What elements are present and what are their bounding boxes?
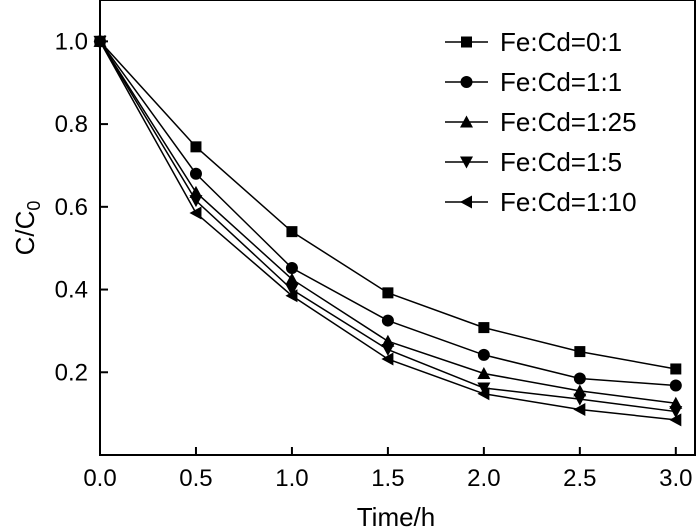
legend-item: Fe:Cd=1:1 [445, 67, 622, 97]
series-1 [94, 35, 682, 375]
data-point [286, 226, 298, 238]
legend-item: Fe:Cd=1:25 [445, 107, 637, 137]
legend-item: Fe:Cd=0:1 [445, 27, 622, 57]
data-point [573, 384, 587, 397]
data-point [285, 272, 299, 285]
data-point [189, 167, 202, 180]
y-tick-label: 0.2 [55, 359, 88, 386]
legend-item: Fe:Cd=1:5 [445, 147, 622, 177]
x-tick-label: 1.0 [275, 465, 308, 492]
data-point [381, 314, 394, 327]
series-line [99, 40, 676, 421]
x-axis-label: Time/h [357, 502, 436, 531]
y-axis-label-subscript: 0 [24, 201, 44, 211]
legend-label: Fe:Cd=1:25 [500, 107, 637, 137]
data-point [190, 141, 202, 153]
x-tick-label: 1.5 [371, 465, 404, 492]
data-point [670, 363, 682, 375]
plot-frame [99, 0, 696, 456]
x-tick-label: 2.0 [467, 465, 500, 492]
data-point [574, 346, 586, 358]
legend-label: Fe:Cd=1:10 [500, 187, 637, 217]
x-tick-label: 2.5 [563, 465, 596, 492]
data-point [669, 379, 682, 392]
legend-marker [460, 195, 472, 209]
data-point [381, 344, 395, 357]
legend-marker [460, 115, 473, 128]
data-point [477, 387, 490, 401]
data-point [669, 396, 683, 409]
data-point [573, 393, 587, 406]
series-5 [93, 34, 682, 427]
legend-item: Fe:Cd=1:10 [445, 187, 637, 217]
legend-label: Fe:Cd=1:1 [500, 67, 622, 97]
y-tick-label: 0.6 [55, 194, 88, 221]
legend-marker [460, 76, 473, 88]
data-point [477, 382, 491, 395]
data-point [573, 372, 586, 385]
data-point [477, 367, 491, 380]
axis-ticks: 0.0 0.5 1.0 1.5 2.0 2.5 3.0 0.2 0.4 0.6 0.8 1.0 [55, 28, 693, 492]
data-point [285, 262, 298, 275]
data-point [381, 334, 395, 347]
x-tick-label: 0.5 [179, 465, 212, 492]
data-point [189, 195, 203, 208]
legend: Fe:Cd=0:1 Fe:Cd=1:1 Fe:Cd=1:25 Fe:Cd=1:5 Fe:… [445, 27, 637, 217]
data-point [93, 34, 106, 48]
y-tick-label: 0.8 [55, 111, 88, 138]
data-point [477, 348, 490, 361]
series-layer [93, 34, 683, 427]
data-point [669, 406, 683, 419]
y-axis-label: C/C0 [10, 201, 44, 256]
data-point [382, 287, 394, 299]
data-point [189, 206, 202, 220]
legend-label: Fe:Cd=1:5 [500, 147, 622, 177]
data-point [573, 403, 586, 416]
data-point [285, 289, 298, 303]
data-point [669, 413, 682, 427]
legend-label: Fe:Cd=0:1 [500, 27, 622, 57]
y-axis-label-main: C/C [10, 211, 40, 256]
y-tick-label: 0.4 [55, 277, 88, 304]
legend-marker [461, 36, 472, 48]
x-tick-label: 0.0 [83, 465, 116, 492]
data-point [478, 322, 490, 334]
legend-marker [460, 156, 473, 169]
x-tick-label: 3.0 [659, 465, 692, 492]
y-tick-label: 1.0 [55, 28, 88, 55]
data-point [381, 352, 394, 366]
data-point [285, 284, 299, 297]
